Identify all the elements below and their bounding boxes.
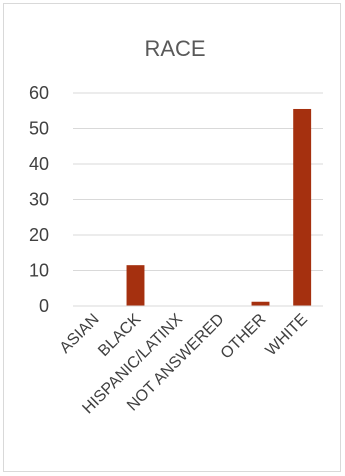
x-tick-label: ASIAN — [57, 311, 103, 357]
y-tick-label: 30 — [29, 190, 49, 210]
bar-white — [293, 108, 312, 306]
chart-frame — [3, 3, 341, 472]
bar-other — [251, 301, 270, 306]
bar-black — [126, 265, 145, 306]
y-tick-label: 60 — [29, 83, 49, 103]
y-tick-label: 20 — [29, 225, 49, 245]
y-tick-label: 50 — [29, 119, 49, 139]
x-tick-label: WHITE — [263, 311, 311, 359]
chart-title: RACE — [144, 36, 205, 61]
y-tick-label: 0 — [39, 296, 49, 316]
x-tick-label: OTHER — [218, 311, 270, 363]
y-axis-ticks: 0 10 20 30 40 50 60 — [29, 83, 49, 316]
y-tick-label: 40 — [29, 154, 49, 174]
y-tick-label: 10 — [29, 261, 49, 281]
bars — [126, 108, 312, 306]
gridlines — [73, 92, 323, 271]
